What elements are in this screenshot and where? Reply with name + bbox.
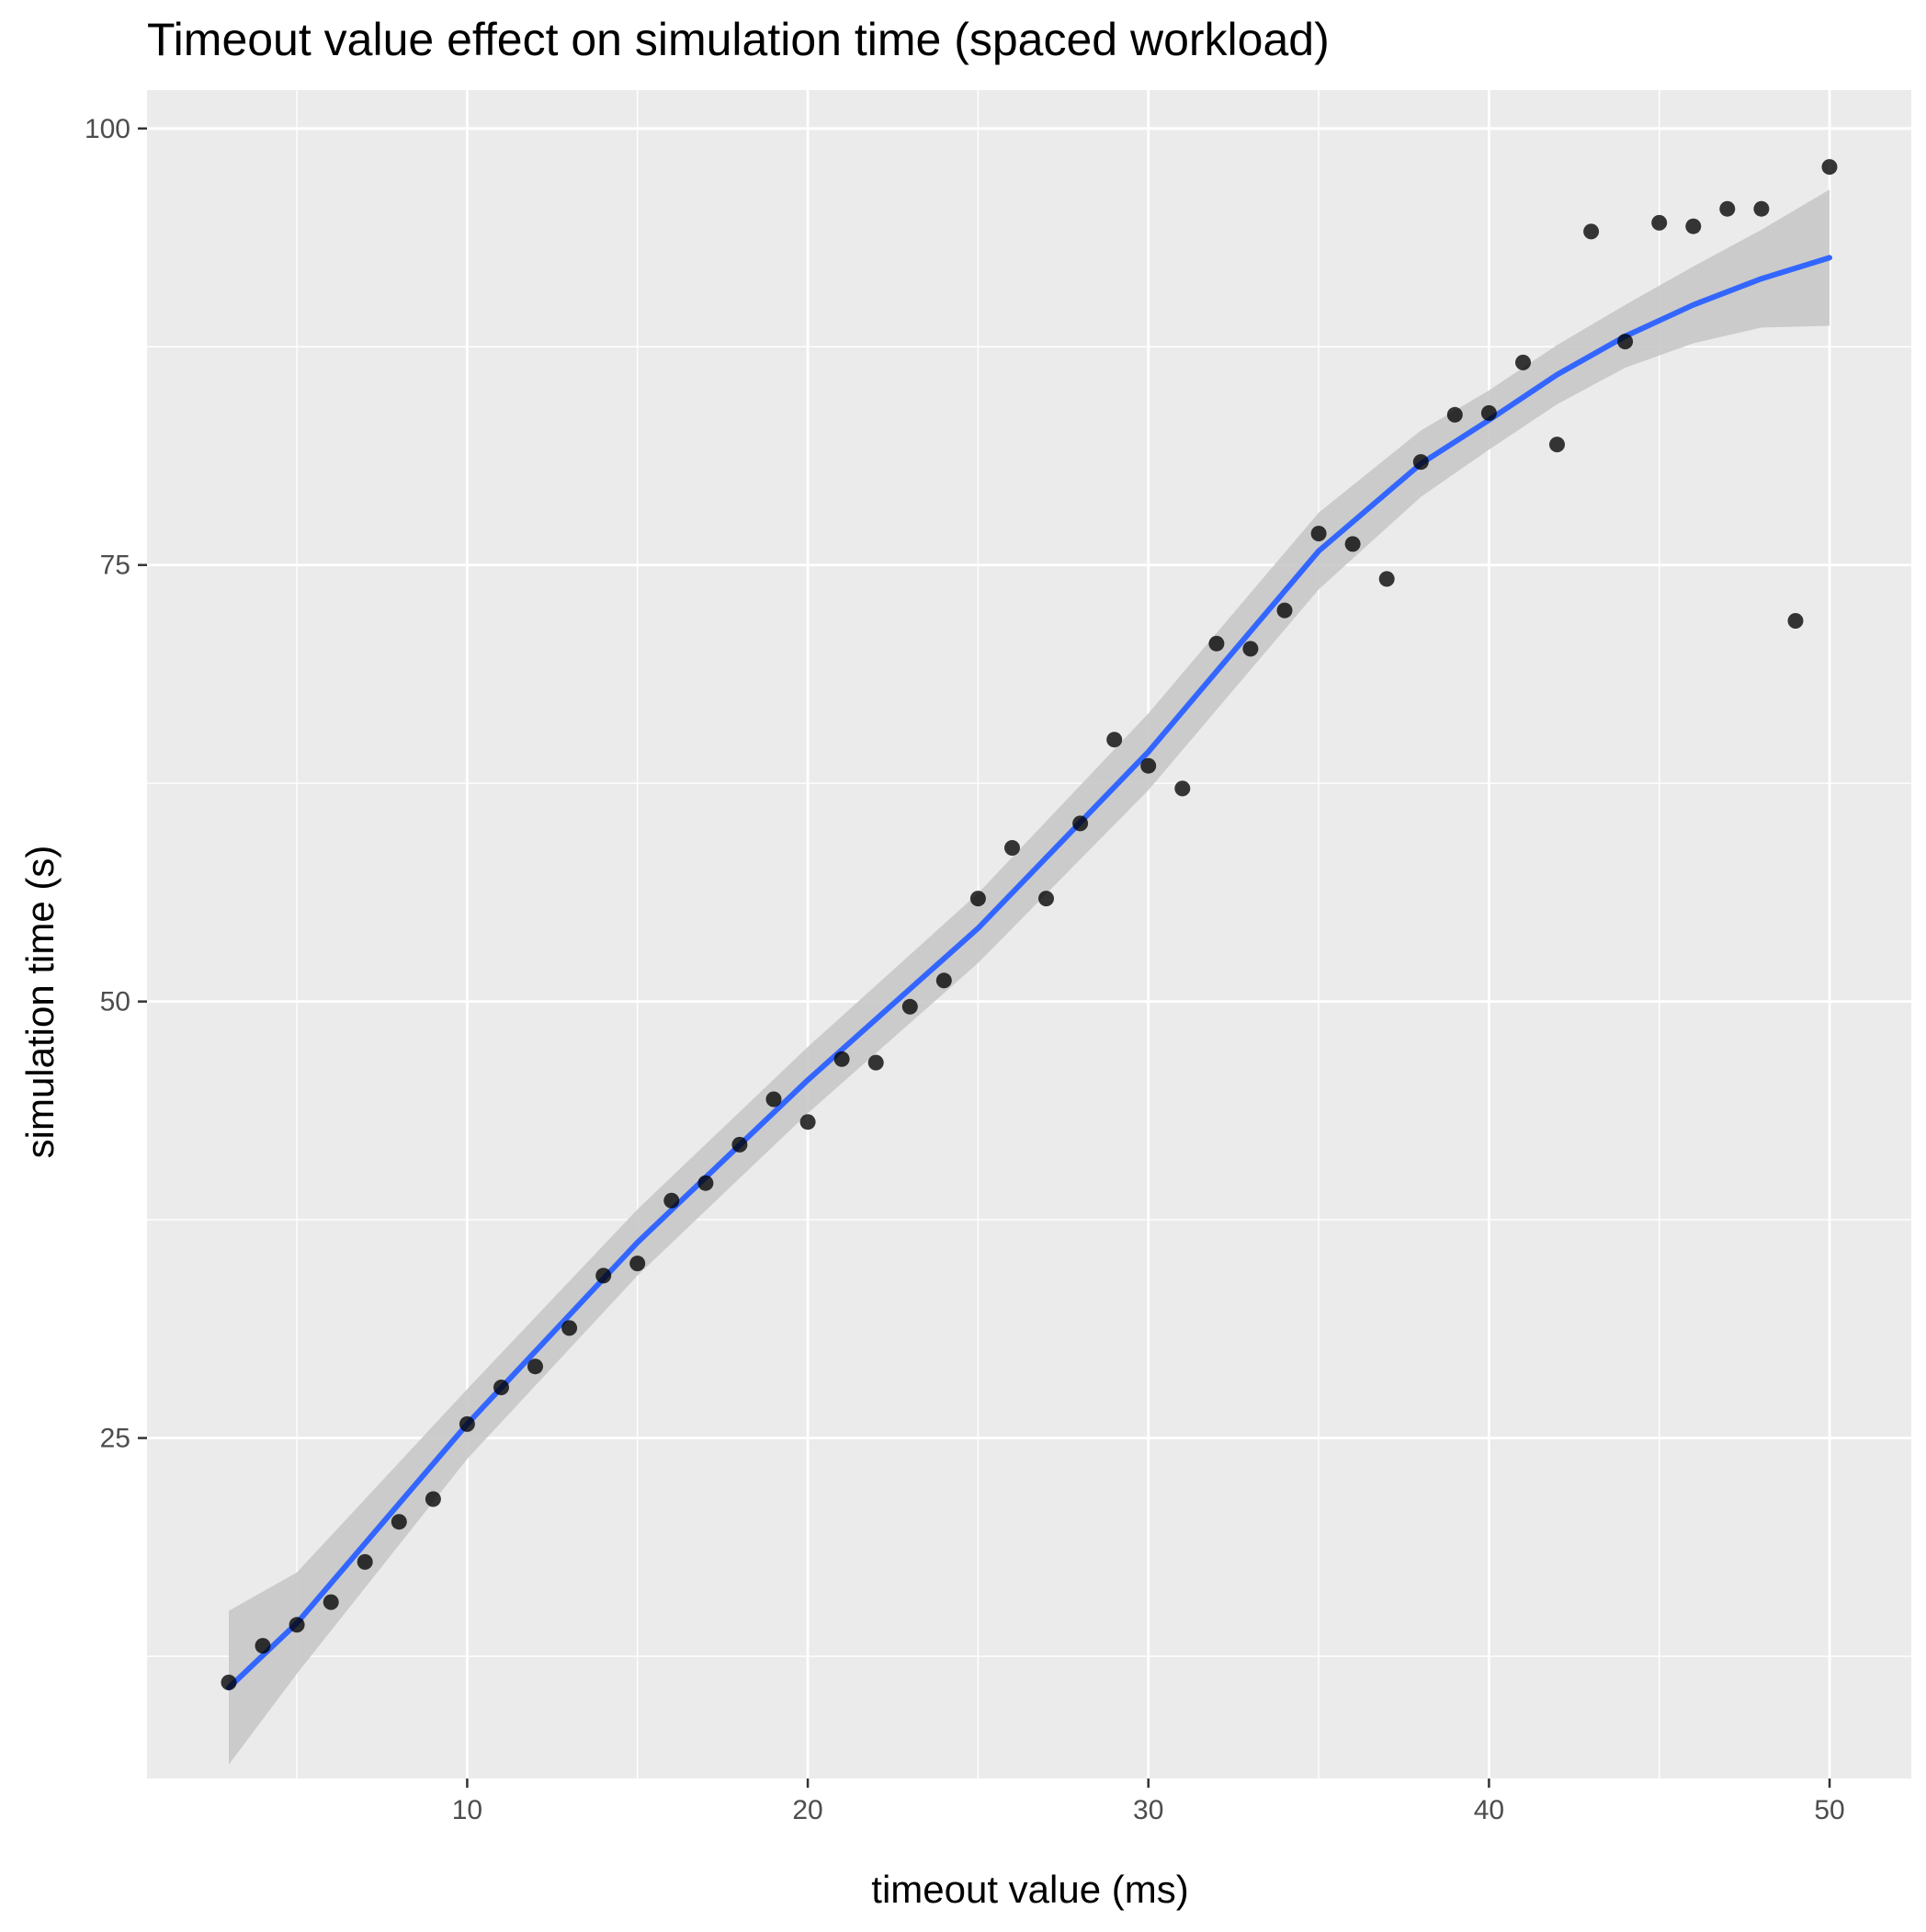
data-point: [1617, 334, 1634, 350]
data-point: [1140, 757, 1157, 774]
data-point: [1787, 613, 1804, 629]
data-point: [969, 891, 986, 907]
data-point: [289, 1617, 305, 1633]
data-point: [1208, 635, 1225, 652]
data-point: [1549, 437, 1565, 453]
data-point: [1106, 732, 1123, 748]
data-point: [935, 972, 952, 989]
x-tick-label: 50: [1814, 1795, 1844, 1825]
data-point: [493, 1380, 509, 1395]
data-point: [697, 1175, 714, 1191]
data-point: [629, 1256, 646, 1272]
data-point: [595, 1267, 612, 1284]
data-point: [425, 1491, 441, 1507]
x-axis: 10 20 30 40 50: [452, 1779, 1845, 1825]
data-point: [1685, 218, 1702, 234]
data-point: [527, 1358, 543, 1375]
smooth-line: [226, 255, 1832, 1691]
data-point: [1310, 526, 1327, 541]
data-point: [1004, 840, 1020, 856]
data-point: [1446, 406, 1463, 423]
data-point: [1276, 602, 1293, 619]
confidence-ribbon: [229, 189, 1830, 1765]
data-point: [323, 1594, 339, 1610]
data-point: [1583, 223, 1600, 240]
data-point: [1038, 891, 1054, 907]
y-tick-label: 50: [100, 987, 130, 1017]
data-point: [391, 1514, 407, 1530]
data-point: [1480, 404, 1497, 421]
data-point: [901, 998, 918, 1015]
data-point: [867, 1054, 884, 1071]
data-point: [799, 1114, 816, 1131]
data-point: [765, 1091, 782, 1108]
x-axis-title: timeout value (ms): [871, 1868, 1188, 1911]
data-point: [1378, 571, 1395, 587]
data-point: [459, 1415, 475, 1432]
data-point: [731, 1136, 748, 1153]
data-point: [663, 1192, 680, 1209]
data-point: [1651, 214, 1668, 231]
chart-title: Timeout value effect on simulation time …: [147, 14, 1330, 65]
y-axis-title: simulation time (s): [18, 846, 62, 1159]
major-gridlines: [147, 90, 1911, 1779]
y-tick-label: 25: [100, 1424, 130, 1454]
data-point: [357, 1553, 373, 1570]
x-tick-label: 10: [452, 1795, 482, 1825]
x-tick-label: 40: [1474, 1795, 1504, 1825]
data-point: [1515, 354, 1531, 370]
data-point: [1821, 159, 1838, 176]
y-axis: 25 50 75 100: [85, 114, 147, 1454]
y-tick-label: 75: [100, 551, 130, 581]
data-point: [1242, 641, 1259, 657]
data-point: [221, 1675, 237, 1690]
x-tick-label: 30: [1133, 1795, 1163, 1825]
x-tick-label: 20: [792, 1795, 822, 1825]
data-point: [1174, 780, 1191, 797]
data-point: [1753, 200, 1770, 217]
y-tick-label: 100: [85, 114, 130, 144]
data-point: [1719, 200, 1736, 217]
data-point: [1072, 815, 1089, 832]
data-points: [221, 159, 1838, 1690]
data-point: [833, 1051, 850, 1067]
data-point: [255, 1638, 271, 1654]
data-point: [1344, 536, 1361, 552]
data-point: [561, 1320, 578, 1336]
data-point: [1412, 454, 1429, 471]
